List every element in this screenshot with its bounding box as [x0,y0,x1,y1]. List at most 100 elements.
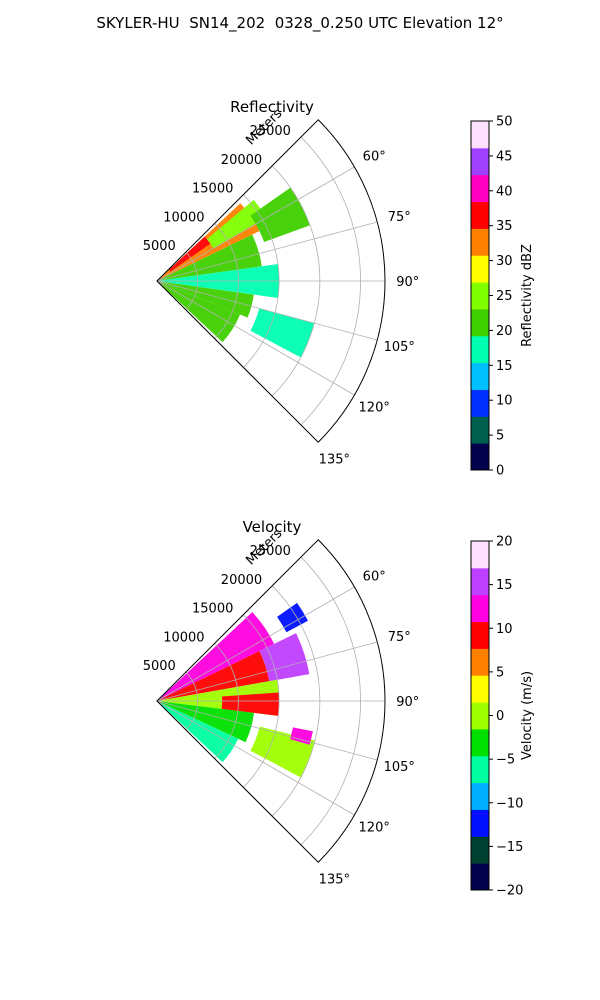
echo-field [157,602,316,778]
azimuth-gridline [156,700,355,816]
azimuth-gridline [156,280,378,341]
colorbar-segment [471,121,489,149]
echo-region [259,633,310,682]
azimuth-gridline [156,221,378,282]
panel-title: Reflectivity [230,98,314,116]
panel-title: Velocity [243,518,302,536]
colorbar-tick-label: 50 [496,115,513,130]
colorbar-tick-label: 45 [496,149,513,164]
colorbar-tick-label: 5 [496,429,504,444]
echo-region [221,692,280,716]
colorbar-segment [471,541,489,569]
colorbar-tick-label: 20 [496,535,513,550]
colorbar-label: Velocity (m/s) [520,671,535,760]
range-tick-label: 5000 [143,239,176,254]
echo-region [168,236,211,272]
echo-region [157,281,241,343]
colorbar-segment [471,755,489,784]
colorbar-tick-label: 15 [496,359,513,374]
azimuth-tick-label: 135° [319,872,350,887]
sector-frame [156,539,386,863]
azimuth-gridline [156,166,355,282]
colorbar-tick-label: 5 [496,665,504,680]
colorbar-segment [471,443,489,471]
azimuth-tick-label: 135° [319,452,350,467]
colorbar-tick-label: 30 [496,254,513,269]
figure-title: SKYLER-HU SN14_202 0328_0.250 UTC Elevat… [96,14,504,32]
range-tick-label: 15000 [192,182,233,197]
range-tick-label: 10000 [163,210,204,225]
azimuth-tick-label: 60° [363,570,386,585]
colorbar-tick-label: −10 [496,796,523,811]
echo-region [157,701,254,743]
range-tick-label: 15000 [192,602,233,617]
colorbar-segment [471,809,489,837]
echo-region [157,612,275,701]
azimuth-gridline [156,586,355,702]
colorbar-segment [471,389,489,417]
echo-region [206,199,267,249]
colorbar-tick-label: −20 [496,884,523,899]
colorbar-segment [471,174,489,203]
panel-reflectivity: Reflectivity500010000150002000025000Mete… [143,98,535,479]
azimuth-tick-label: 120° [359,820,390,835]
echo-region [277,602,308,633]
colorbar-segment [471,836,489,864]
azimuth-tick-label: 90° [396,275,419,290]
azimuth-gridline [156,641,378,702]
echo-region [290,727,313,745]
colorbar-tick-label: 10 [496,394,513,409]
colorbar-segment [471,362,489,390]
colorbar-tick-label: −15 [496,840,523,855]
azimuth-tick-label: 60° [363,150,386,165]
range-tick-label: 5000 [143,659,176,674]
colorbar-segment [471,228,489,256]
colorbar-segment [471,728,489,757]
colorbar-segment [471,675,489,703]
colorbar-segment [471,308,489,337]
colorbar-segment [471,282,489,310]
colorbar-segment [471,863,489,891]
colorbar-segment [471,782,489,810]
azimuth-tick-label: 90° [396,695,419,710]
panel-velocity: Velocity500010000150002000025000Meters60… [143,518,535,899]
azimuth-tick-label: 75° [388,630,411,645]
range-tick-label: 25000 [250,544,291,559]
colorbar-tick-label: 35 [496,219,513,234]
colorbar: 0 5 10 15 20 25 30 35 40 45 50 Reflectivity dBZ [470,115,535,479]
colorbar-tick-label: 0 [496,709,504,724]
range-tick-label: 10000 [163,630,204,645]
colorbar-segment [471,147,489,176]
colorbar-segment [471,702,489,730]
range-tick-label: 25000 [250,124,291,139]
echo-region [250,308,315,358]
echo-region [157,281,254,318]
colorbar-tick-label: −5 [496,753,515,768]
colorbar: −20 −15 −10 −5 0 5 10 15 20 Velocity (m/s) [470,535,535,899]
azimuth-tick-label: 105° [384,760,415,775]
colorbar-segment [471,567,489,596]
colorbar-tick-label: 15 [496,578,513,593]
echo-region [157,701,239,763]
colorbar-segment [471,255,489,283]
colorbar-segment [471,648,489,676]
azimuth-tick-label: 120° [359,400,390,415]
colorbar-tick-label: 25 [496,289,513,304]
colorbar-tick-label: 10 [496,622,513,637]
colorbar-segment [471,416,489,444]
range-tick-label: 20000 [221,573,262,588]
colorbar-segment [471,594,489,623]
colorbar-segment [471,335,489,364]
colorbar-segment [471,621,489,649]
colorbar-tick-label: 0 [496,464,504,479]
azimuth-gridline [156,280,355,396]
colorbar-tick-label: 40 [496,184,513,199]
azimuth-tick-label: 105° [384,340,415,355]
range-tick-label: 20000 [221,153,262,168]
sector-frame [156,119,386,443]
colorbar-label: Reflectivity dBZ [520,244,535,347]
echo-region [157,234,262,281]
azimuth-tick-label: 75° [388,210,411,225]
colorbar-tick-label: 20 [496,324,513,339]
colorbar-segment [471,201,489,229]
